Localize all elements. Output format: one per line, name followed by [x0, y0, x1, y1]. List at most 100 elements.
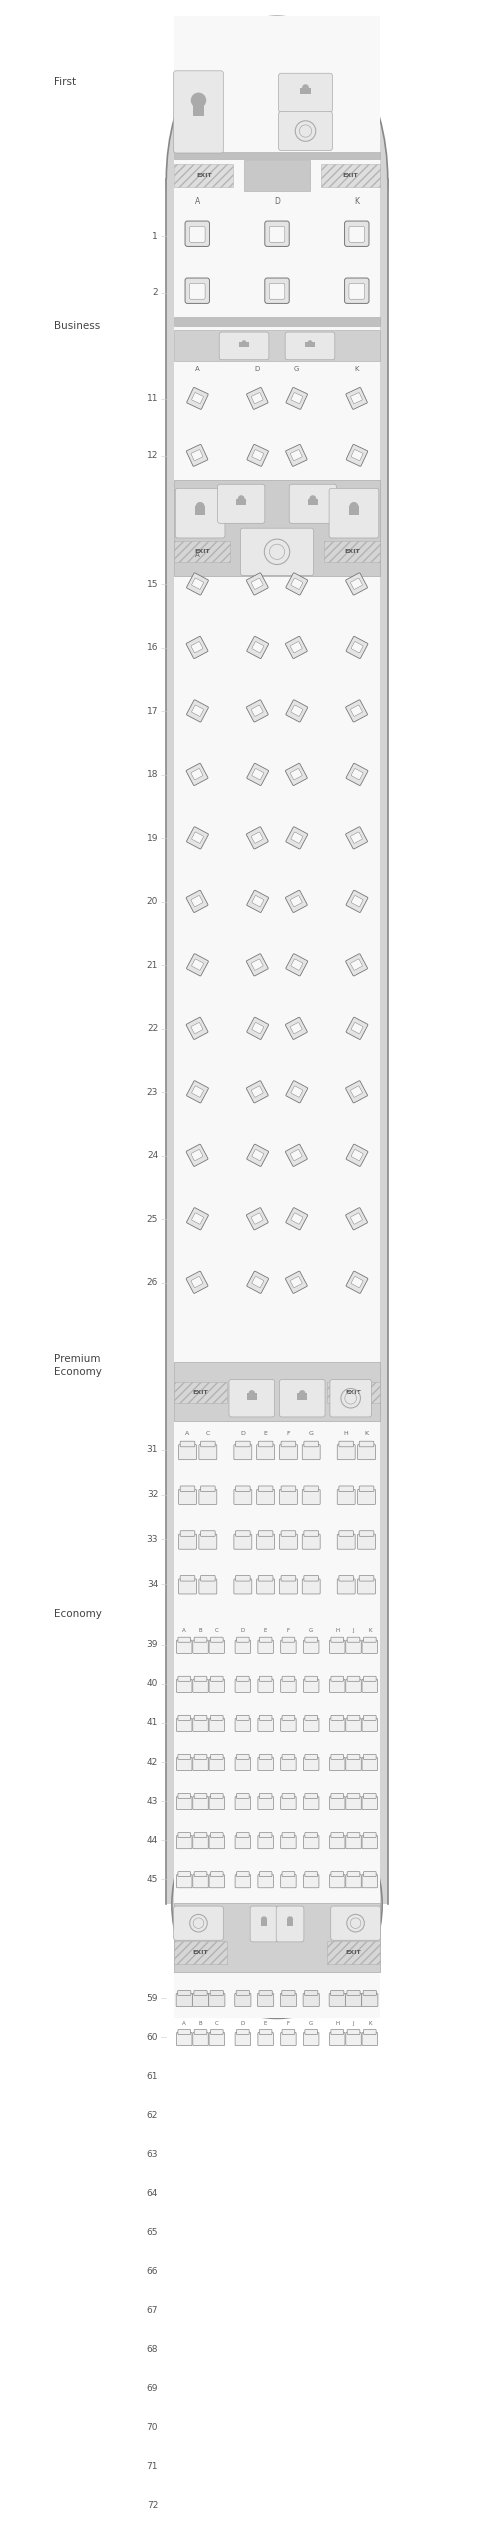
FancyBboxPatch shape	[362, 2346, 378, 2359]
FancyBboxPatch shape	[304, 2189, 319, 2201]
FancyBboxPatch shape	[282, 2107, 295, 2112]
FancyBboxPatch shape	[211, 2069, 223, 2074]
FancyBboxPatch shape	[363, 2303, 376, 2308]
FancyBboxPatch shape	[247, 637, 269, 658]
FancyBboxPatch shape	[347, 1638, 360, 1643]
FancyBboxPatch shape	[259, 1676, 272, 1681]
FancyBboxPatch shape	[237, 1676, 249, 1681]
FancyBboxPatch shape	[258, 1798, 273, 1810]
FancyBboxPatch shape	[174, 71, 223, 152]
FancyBboxPatch shape	[246, 388, 268, 409]
FancyBboxPatch shape	[347, 2145, 360, 2151]
FancyBboxPatch shape	[351, 896, 363, 906]
FancyBboxPatch shape	[331, 2420, 344, 2425]
FancyBboxPatch shape	[194, 2107, 207, 2112]
FancyBboxPatch shape	[281, 2072, 296, 2085]
FancyBboxPatch shape	[246, 828, 268, 848]
FancyBboxPatch shape	[282, 2498, 295, 2503]
FancyBboxPatch shape	[259, 2341, 272, 2346]
FancyBboxPatch shape	[347, 2303, 360, 2308]
FancyBboxPatch shape	[211, 1754, 223, 1760]
FancyBboxPatch shape	[349, 226, 365, 241]
FancyBboxPatch shape	[258, 2110, 273, 2123]
FancyBboxPatch shape	[235, 1874, 250, 1889]
Bar	[175, 1363, 380, 1422]
Text: 17: 17	[147, 706, 158, 716]
FancyBboxPatch shape	[201, 1485, 215, 1490]
FancyBboxPatch shape	[251, 394, 263, 404]
FancyBboxPatch shape	[209, 2189, 224, 2201]
FancyBboxPatch shape	[346, 2189, 361, 2201]
FancyBboxPatch shape	[346, 574, 367, 594]
FancyBboxPatch shape	[259, 2382, 272, 2387]
Text: 31: 31	[147, 1445, 158, 1455]
FancyBboxPatch shape	[329, 2346, 345, 2359]
FancyBboxPatch shape	[363, 2341, 376, 2346]
FancyBboxPatch shape	[229, 1379, 275, 1417]
Text: 26: 26	[147, 1277, 158, 1287]
FancyBboxPatch shape	[291, 1214, 303, 1224]
FancyBboxPatch shape	[219, 333, 269, 361]
FancyBboxPatch shape	[178, 2420, 191, 2425]
FancyBboxPatch shape	[211, 2224, 223, 2229]
FancyBboxPatch shape	[199, 1490, 217, 1506]
FancyBboxPatch shape	[357, 1534, 376, 1549]
FancyBboxPatch shape	[210, 1991, 223, 1996]
Text: E: E	[264, 1627, 267, 1633]
FancyBboxPatch shape	[209, 2305, 224, 2318]
FancyBboxPatch shape	[290, 449, 302, 460]
FancyBboxPatch shape	[347, 2265, 360, 2270]
FancyBboxPatch shape	[285, 637, 307, 658]
FancyBboxPatch shape	[178, 1871, 191, 1876]
FancyBboxPatch shape	[282, 2303, 295, 2308]
FancyBboxPatch shape	[282, 1638, 295, 1643]
Text: D: D	[274, 198, 280, 206]
Text: D: D	[241, 1432, 246, 1437]
FancyBboxPatch shape	[258, 1836, 273, 1848]
Text: 44: 44	[147, 1836, 158, 1846]
FancyBboxPatch shape	[281, 2151, 296, 2163]
Text: 33: 33	[147, 1536, 158, 1544]
FancyBboxPatch shape	[194, 1676, 207, 1681]
FancyBboxPatch shape	[259, 2498, 272, 2503]
FancyBboxPatch shape	[259, 1793, 272, 1798]
FancyBboxPatch shape	[252, 449, 264, 460]
Circle shape	[238, 495, 245, 503]
FancyBboxPatch shape	[282, 2265, 295, 2270]
FancyBboxPatch shape	[258, 2227, 273, 2242]
FancyBboxPatch shape	[331, 1638, 344, 1643]
FancyBboxPatch shape	[304, 2227, 319, 2242]
FancyBboxPatch shape	[269, 226, 285, 241]
FancyBboxPatch shape	[346, 1836, 361, 1848]
FancyBboxPatch shape	[176, 2151, 192, 2163]
FancyBboxPatch shape	[186, 1018, 208, 1038]
FancyBboxPatch shape	[236, 1577, 250, 1582]
FancyBboxPatch shape	[286, 574, 308, 594]
FancyBboxPatch shape	[282, 2186, 295, 2191]
FancyBboxPatch shape	[235, 2072, 250, 2085]
Bar	[175, 152, 380, 160]
FancyBboxPatch shape	[346, 2422, 361, 2437]
FancyBboxPatch shape	[257, 1445, 275, 1460]
FancyBboxPatch shape	[304, 1442, 318, 1447]
FancyBboxPatch shape	[235, 2384, 250, 2397]
Text: Premium
Economy: Premium Economy	[54, 1353, 102, 1376]
Text: 15: 15	[147, 579, 158, 589]
FancyBboxPatch shape	[302, 1490, 320, 1506]
FancyBboxPatch shape	[211, 2303, 223, 2308]
FancyBboxPatch shape	[186, 637, 208, 658]
FancyBboxPatch shape	[363, 1754, 376, 1760]
FancyBboxPatch shape	[304, 2031, 319, 2046]
FancyBboxPatch shape	[351, 579, 362, 589]
Text: A: A	[195, 366, 200, 373]
FancyBboxPatch shape	[192, 394, 204, 404]
FancyBboxPatch shape	[359, 1531, 374, 1536]
FancyBboxPatch shape	[331, 2107, 344, 2112]
FancyBboxPatch shape	[191, 1023, 203, 1033]
FancyBboxPatch shape	[305, 2498, 317, 2503]
FancyBboxPatch shape	[304, 2346, 319, 2359]
Text: 45: 45	[147, 1874, 158, 1884]
FancyBboxPatch shape	[258, 1874, 273, 1889]
FancyBboxPatch shape	[304, 2501, 319, 2514]
FancyBboxPatch shape	[282, 1793, 295, 1798]
